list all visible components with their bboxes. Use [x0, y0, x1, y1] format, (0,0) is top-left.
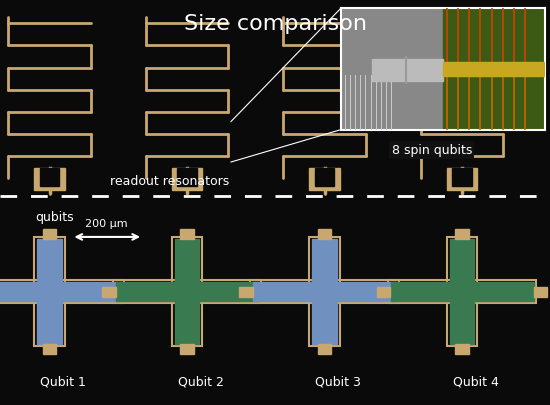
Bar [116, 283, 258, 301]
Bar [180, 229, 194, 239]
Bar [239, 287, 253, 296]
Bar [34, 237, 65, 346]
Bar [37, 239, 62, 344]
Bar [312, 239, 337, 344]
Bar [455, 344, 469, 354]
Text: Qubit 3: Qubit 3 [315, 376, 361, 389]
Bar [258, 287, 272, 296]
Bar [43, 344, 57, 354]
Bar [34, 168, 65, 190]
Bar [377, 287, 390, 296]
Bar [318, 229, 331, 239]
Bar [318, 344, 331, 354]
Bar [175, 239, 199, 344]
Bar [388, 280, 536, 303]
Text: readout resonators: readout resonators [110, 175, 229, 188]
Bar [390, 283, 534, 301]
Bar [0, 283, 121, 301]
Bar [0, 280, 124, 303]
Bar [177, 168, 197, 186]
Text: 8 spin qubits: 8 spin qubits [392, 144, 472, 157]
Bar [172, 168, 202, 190]
Bar [121, 287, 135, 296]
Bar [309, 237, 340, 346]
Bar [447, 237, 477, 346]
Bar [309, 168, 340, 190]
Bar [172, 237, 202, 346]
Bar [450, 239, 474, 344]
Bar [250, 280, 399, 303]
Bar [452, 168, 472, 186]
Bar [534, 287, 547, 296]
Bar [180, 344, 194, 354]
Bar [455, 229, 469, 239]
Text: Qubit 4: Qubit 4 [453, 376, 499, 389]
Text: 200 μm: 200 μm [85, 219, 128, 229]
Text: Qubit 1: Qubit 1 [40, 376, 86, 389]
Bar [396, 287, 410, 296]
Bar [315, 168, 334, 186]
Bar [113, 280, 261, 303]
Bar [102, 287, 116, 296]
Text: Qubit 2: Qubit 2 [178, 376, 224, 389]
Text: qubits: qubits [36, 211, 74, 224]
Bar [40, 168, 59, 186]
Bar [253, 283, 396, 301]
Bar [447, 168, 477, 190]
Text: Size comparison: Size comparison [184, 14, 366, 34]
Bar [43, 229, 57, 239]
